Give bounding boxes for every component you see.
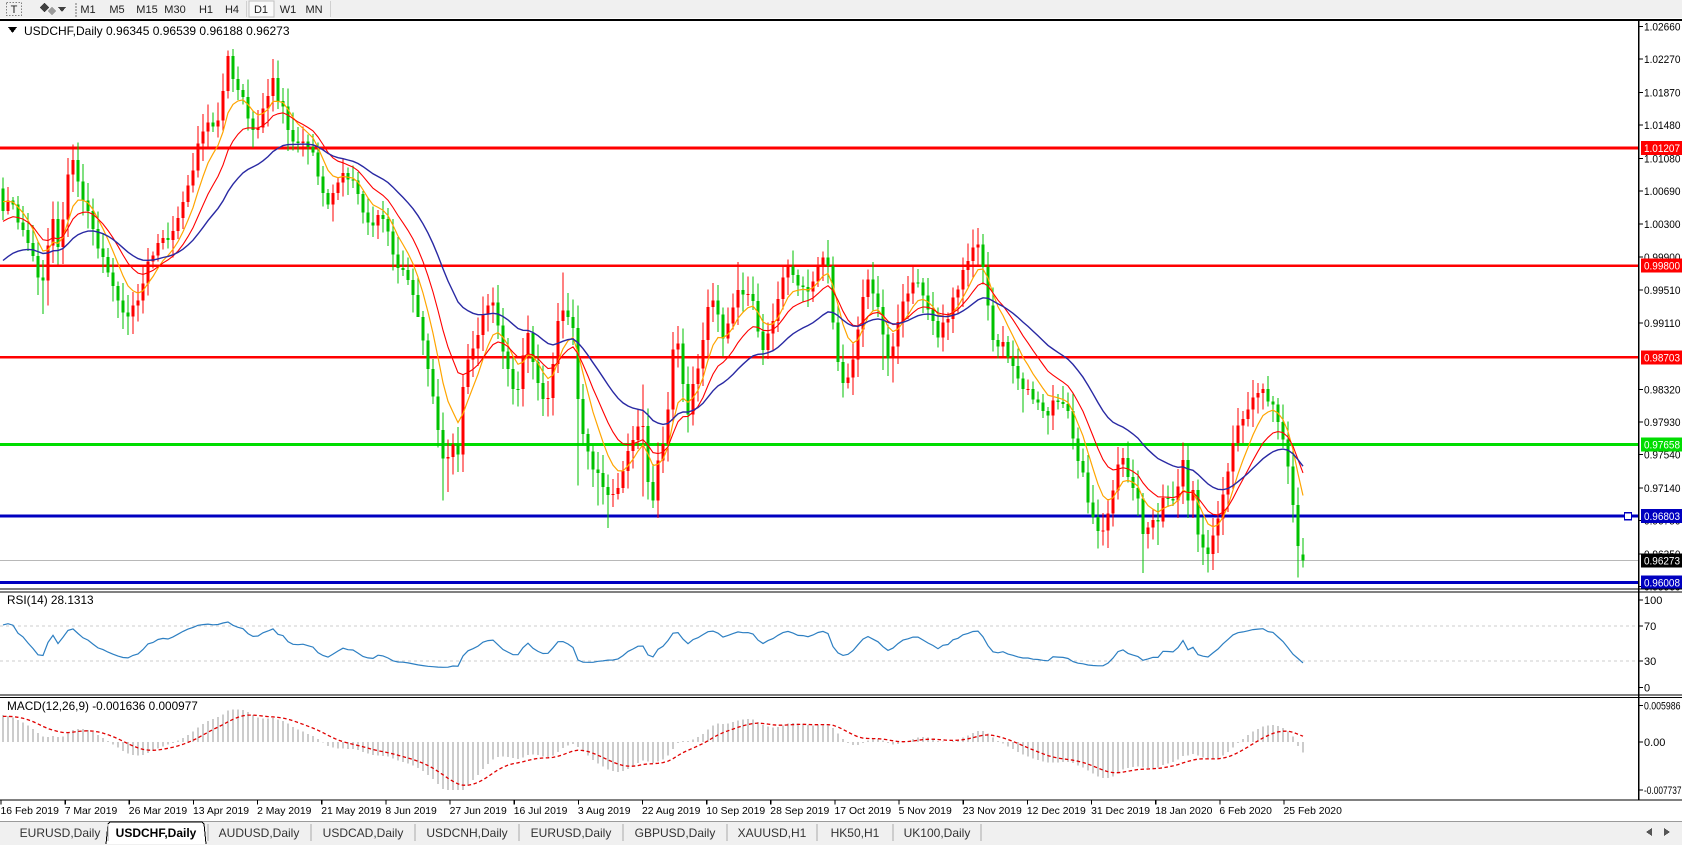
svg-text:GBPUSD,Daily: GBPUSD,Daily [635,826,716,840]
svg-text:30: 30 [1644,656,1656,668]
svg-text:M30: M30 [164,4,185,16]
svg-text:0: 0 [1644,683,1650,695]
svg-text:13 Apr 2019: 13 Apr 2019 [193,806,249,817]
svg-text:RSI(14) 28.1313: RSI(14) 28.1313 [7,593,94,607]
svg-text:T: T [11,4,18,16]
svg-text:0.98703: 0.98703 [1644,352,1680,364]
svg-text:21 May 2019: 21 May 2019 [321,806,381,817]
svg-text:USDCHF,Daily 0.96345 0.96539: USDCHF,Daily 0.96345 0.96539 0.96188 0.9… [24,24,290,38]
svg-text:MACD(12,26,9) -0.001636 0.0009: MACD(12,26,9) -0.001636 0.000977 [7,699,198,713]
svg-text:2 May 2019: 2 May 2019 [257,806,312,817]
svg-text:D1: D1 [254,4,268,16]
svg-text:0.97930: 0.97930 [1644,417,1681,429]
svg-text:0.99110: 0.99110 [1644,318,1681,330]
svg-text:0.00: 0.00 [1644,737,1665,749]
svg-text:0.99800: 0.99800 [1644,261,1680,273]
svg-text:M5: M5 [109,4,124,16]
svg-text:7 Mar 2019: 7 Mar 2019 [65,806,118,817]
svg-text:M1: M1 [80,4,95,16]
svg-text:17 Oct 2019: 17 Oct 2019 [835,806,892,817]
svg-text:W1: W1 [280,4,297,16]
svg-text:5 Nov 2019: 5 Nov 2019 [899,806,952,817]
svg-text:12 Dec 2019: 12 Dec 2019 [1027,806,1086,817]
svg-text:1.01080: 1.01080 [1644,154,1681,166]
svg-text:16 Feb 2019: 16 Feb 2019 [1,806,60,817]
svg-text:EURUSD,Daily: EURUSD,Daily [20,826,101,840]
svg-text:70: 70 [1644,621,1656,633]
svg-text:USDCHF,Daily: USDCHF,Daily [116,826,197,840]
svg-text:0.96803: 0.96803 [1644,511,1680,523]
svg-text:26 Mar 2019: 26 Mar 2019 [129,806,188,817]
svg-text:USDCAD,Daily: USDCAD,Daily [323,826,404,840]
svg-text:1.00690: 1.00690 [1644,186,1681,198]
svg-text:-0.007737: -0.007737 [1644,785,1682,797]
svg-text:25 Feb 2020: 25 Feb 2020 [1284,806,1343,817]
svg-text:1.02270: 1.02270 [1644,54,1681,66]
svg-text:28 Sep 2019: 28 Sep 2019 [770,806,829,817]
svg-text:1.00300: 1.00300 [1644,219,1681,231]
svg-text:1.01480: 1.01480 [1644,120,1681,132]
svg-text:0.005986: 0.005986 [1644,700,1681,712]
svg-text:0.97658: 0.97658 [1644,440,1680,452]
svg-text:EURUSD,Daily: EURUSD,Daily [531,826,612,840]
svg-text:3 Aug 2019: 3 Aug 2019 [578,806,631,817]
svg-text:6 Feb 2020: 6 Feb 2020 [1219,806,1272,817]
svg-text:16 Jul 2019: 16 Jul 2019 [514,806,568,817]
svg-text:0.96273: 0.96273 [1644,555,1680,567]
svg-text:M15: M15 [136,4,157,16]
svg-text:31 Dec 2019: 31 Dec 2019 [1091,806,1150,817]
svg-text:10 Sep 2019: 10 Sep 2019 [706,806,765,817]
svg-text:18 Jan 2020: 18 Jan 2020 [1155,806,1212,817]
svg-text:1.01870: 1.01870 [1644,88,1681,100]
svg-text:0.97140: 0.97140 [1644,483,1681,495]
svg-text:23 Nov 2019: 23 Nov 2019 [963,806,1022,817]
svg-text:0.96008: 0.96008 [1644,578,1680,590]
svg-text:H1: H1 [199,4,213,16]
svg-text:AUDUSD,Daily: AUDUSD,Daily [219,826,300,840]
svg-text:0.97540: 0.97540 [1644,450,1681,462]
svg-text:27 Jun 2019: 27 Jun 2019 [450,806,507,817]
svg-text:0.98320: 0.98320 [1644,384,1681,396]
svg-text:H4: H4 [225,4,239,16]
svg-text:22 Aug 2019: 22 Aug 2019 [642,806,701,817]
svg-text:100: 100 [1644,595,1662,607]
svg-text:MN: MN [305,4,322,16]
svg-text:HK50,H1: HK50,H1 [831,826,880,840]
svg-text:1.01207: 1.01207 [1644,143,1680,155]
svg-text:UK100,Daily: UK100,Daily [904,826,971,840]
svg-text:8 Jun 2019: 8 Jun 2019 [385,806,437,817]
svg-text:XAUUSD,H1: XAUUSD,H1 [738,826,807,840]
svg-text:1.02660: 1.02660 [1644,22,1681,34]
svg-text:0.99510: 0.99510 [1644,285,1681,297]
svg-text:USDCNH,Daily: USDCNH,Daily [426,826,507,840]
